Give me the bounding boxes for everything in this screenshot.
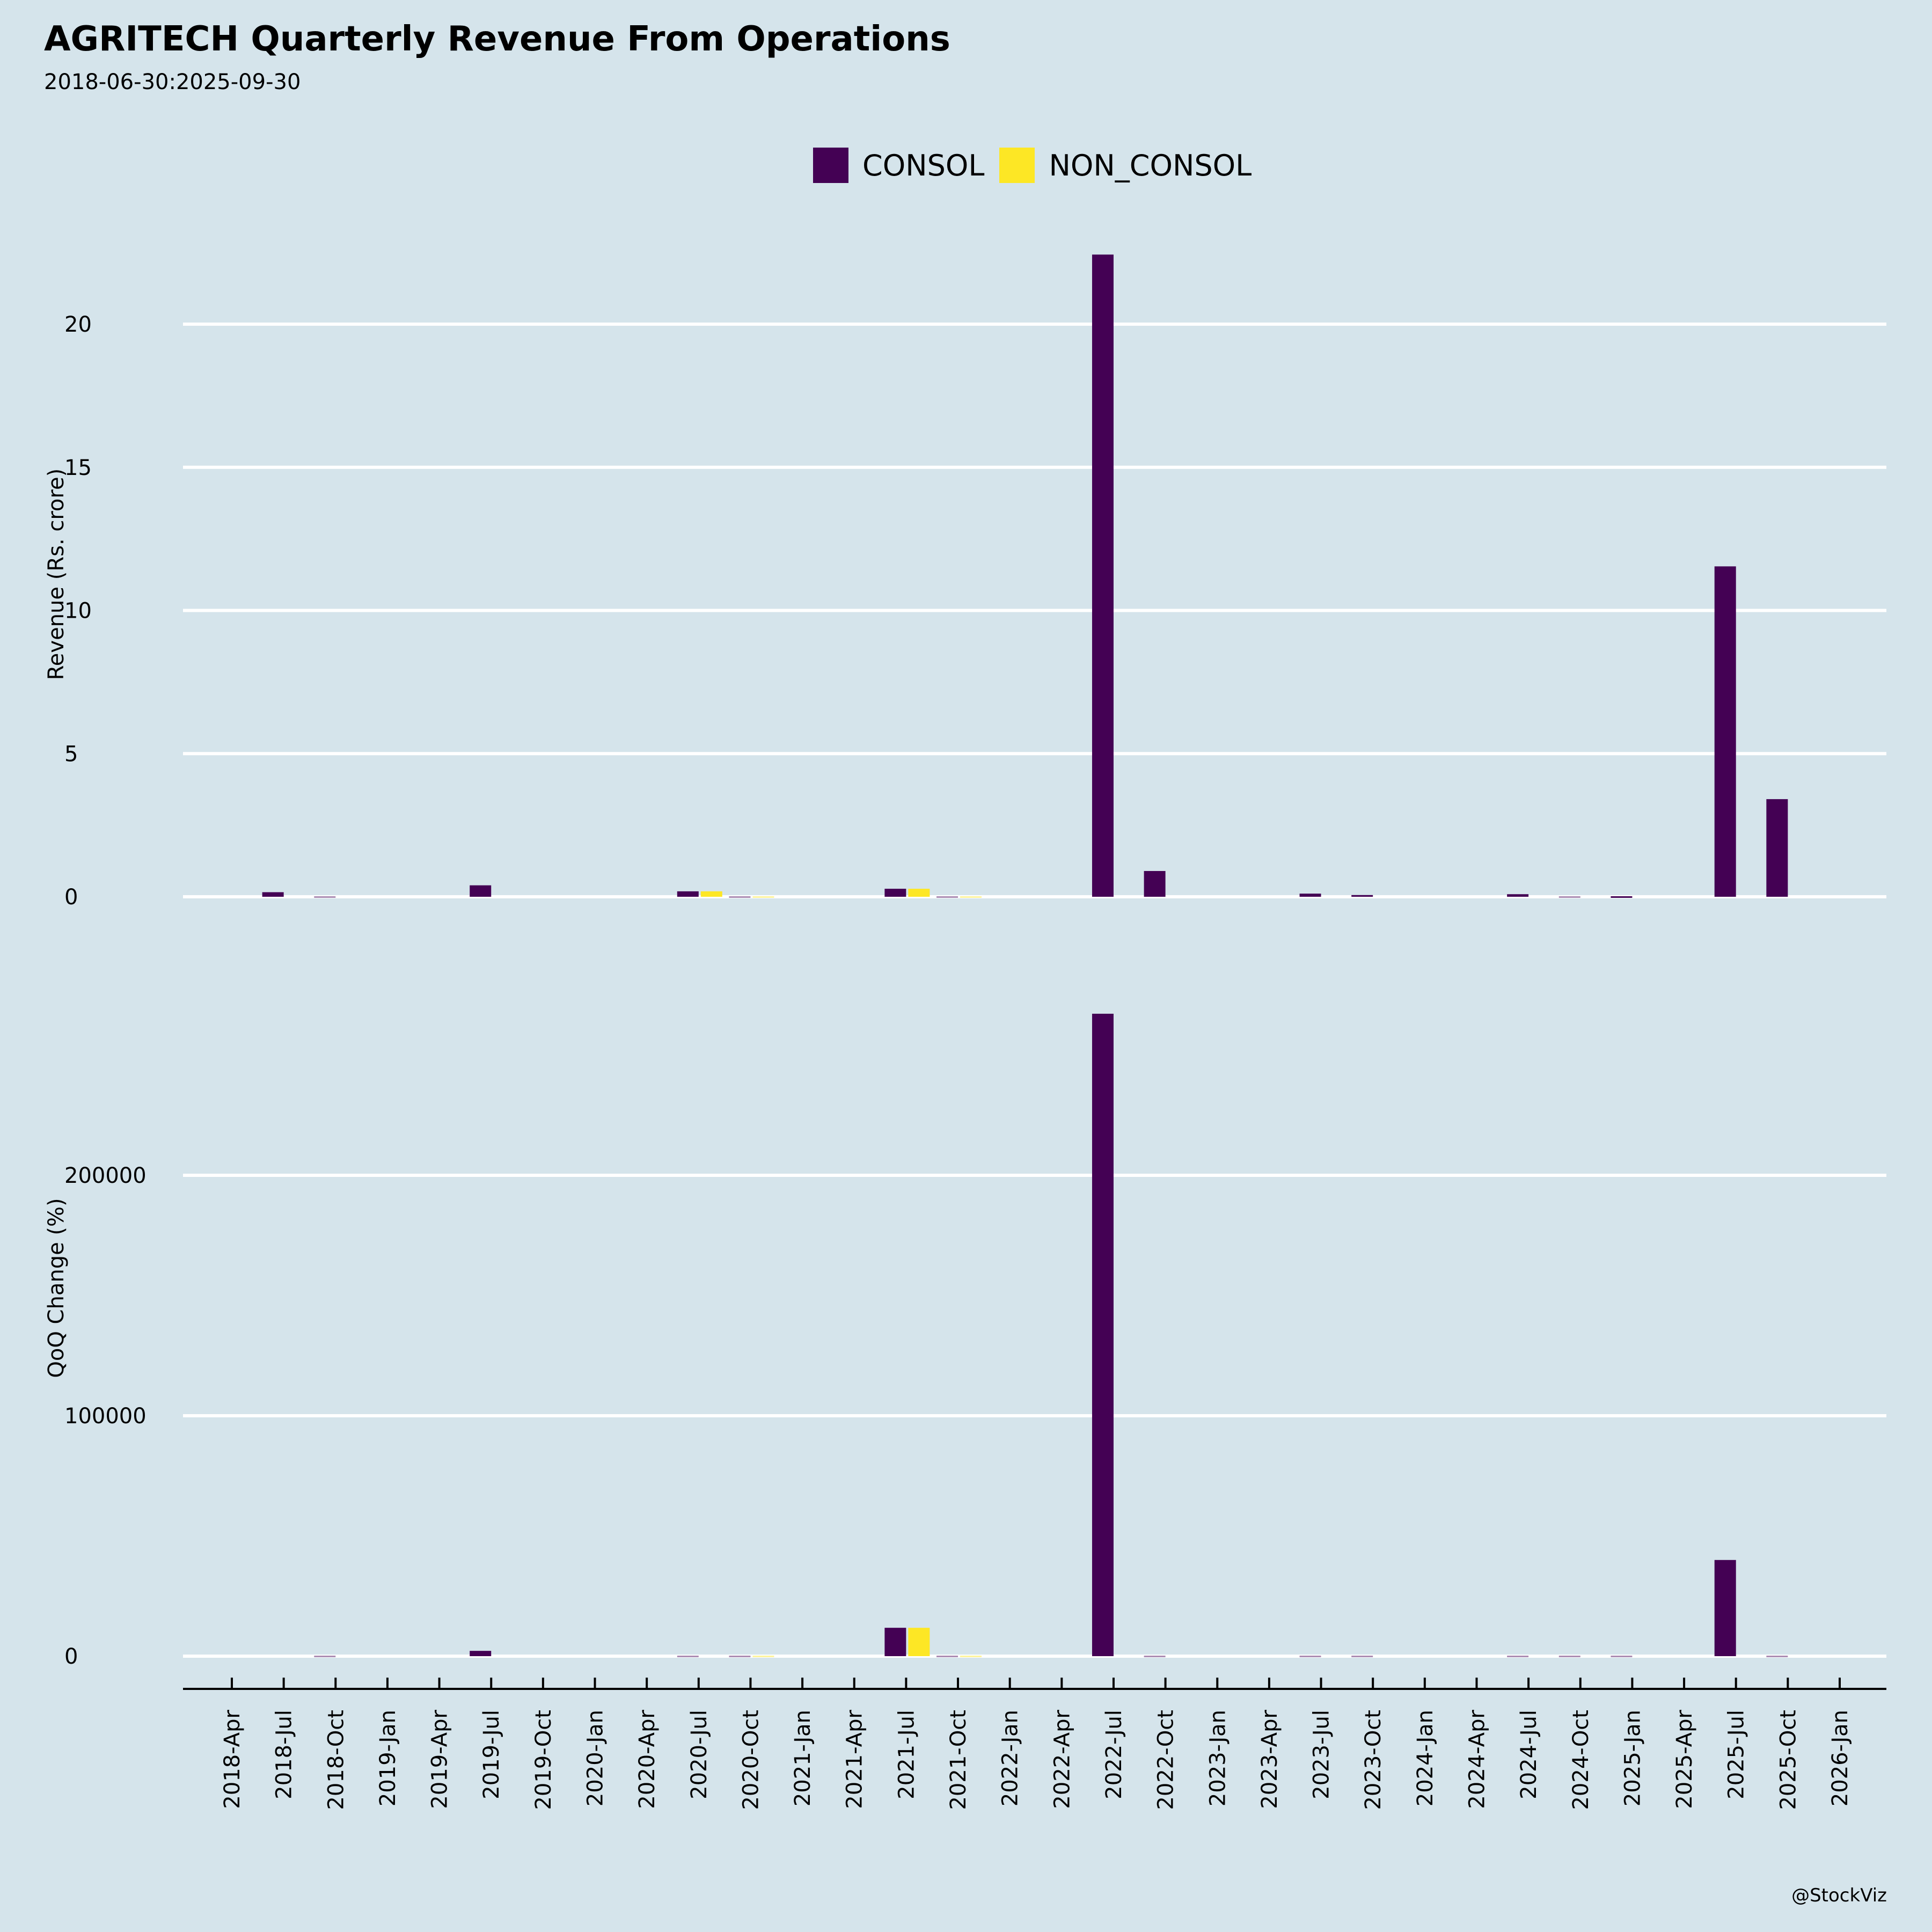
x-tick-label: 2021-Jul <box>894 1710 919 1799</box>
x-tick-label: 2025-Jan <box>1620 1710 1645 1806</box>
x-tick-label: 2022-Oct <box>1154 1710 1179 1810</box>
qoq-bar-consol <box>884 1628 906 1656</box>
x-tick-label: 2025-Jul <box>1724 1710 1749 1799</box>
x-tick-label: 2022-Jan <box>998 1710 1023 1806</box>
x-tick-label: 2019-Apr <box>428 1709 452 1809</box>
revenue-y-tick-label: 20 <box>64 312 92 337</box>
qoq-bar-consol <box>1766 1656 1788 1657</box>
x-tick-label: 2019-Oct <box>531 1710 556 1810</box>
revenue-bar-consol <box>677 891 699 897</box>
revenue-bar-consol <box>884 889 906 897</box>
qoq-bar-consol <box>677 1656 699 1657</box>
qoq-bar-consol <box>314 1656 336 1657</box>
x-tick-label: 2020-Oct <box>738 1710 763 1810</box>
x-tick-label: 2023-Oct <box>1361 1710 1386 1810</box>
revenue-bar-consol <box>262 892 284 897</box>
revenue-bar-consol <box>936 896 958 898</box>
revenue-bar-non-consol <box>700 891 722 897</box>
revenue-bar-consol <box>314 896 336 898</box>
x-tick-label: 2018-Apr <box>220 1709 245 1809</box>
revenue-bar-consol <box>1351 895 1373 897</box>
x-tick-label: 2020-Jul <box>687 1710 712 1799</box>
revenue-bar-consol <box>470 885 492 897</box>
qoq-bar-consol <box>1714 1560 1736 1656</box>
revenue-bar-consol <box>729 896 751 898</box>
qoq-bar-consol <box>1558 1656 1580 1657</box>
x-tick-label: 2021-Apr <box>843 1709 867 1809</box>
revenue-y-tick-label: 15 <box>64 456 92 480</box>
x-tick-label: 2020-Apr <box>635 1709 660 1809</box>
x-tick-label: 2022-Apr <box>1050 1709 1074 1809</box>
x-tick-label: 2026-Jan <box>1828 1710 1853 1806</box>
qoq-bar-consol <box>1144 1656 1166 1657</box>
legend-label-consol: CONSOL <box>862 148 985 182</box>
qoq-bar-consol <box>1611 1656 1633 1657</box>
qoq-bar-consol <box>470 1651 492 1656</box>
revenue-bar-non-consol <box>908 889 930 897</box>
x-tick-label: 2024-Oct <box>1569 1710 1593 1810</box>
legend-swatch-consol <box>813 148 848 183</box>
qoq-bar-consol <box>1507 1656 1529 1657</box>
x-tick-label: 2021-Jan <box>791 1710 815 1806</box>
x-tick-label: 2021-Oct <box>946 1710 971 1810</box>
x-tick-label: 2023-Jul <box>1309 1710 1334 1799</box>
x-tick-label: 2024-Jul <box>1517 1710 1541 1799</box>
revenue-bar-non-consol <box>752 896 774 898</box>
revenue-bar-consol <box>1507 894 1529 897</box>
revenue-bar-consol <box>1092 254 1114 897</box>
x-tick-label: 2024-Jan <box>1413 1710 1438 1806</box>
qoq-bar-consol <box>729 1656 751 1657</box>
revenue-bar-consol <box>1558 896 1580 898</box>
x-tick-label: 2020-Jan <box>583 1710 608 1806</box>
revenue-bar-consol <box>1144 870 1166 897</box>
qoq-bar-consol <box>1092 1013 1114 1656</box>
qoq-bar-consol <box>1351 1656 1373 1657</box>
x-tick-label: 2025-Apr <box>1672 1709 1697 1809</box>
legend-item-non-consol: NON_CONSOL <box>999 148 1252 183</box>
revenue-bar-consol <box>1299 894 1321 897</box>
x-tick-label: 2025-Oct <box>1776 1710 1801 1810</box>
x-tick-label: 2023-Apr <box>1257 1709 1282 1809</box>
revenue-y-axis-title: Revenue (Rs. crore) <box>44 469 69 680</box>
x-tick-label: 2018-Jul <box>272 1710 297 1799</box>
qoq-y-tick-label: 0 <box>64 1644 78 1669</box>
revenue-y-tick-label: 10 <box>64 599 92 624</box>
qoq-y-tick-label: 200000 <box>64 1163 147 1188</box>
revenue-y-tick-label: 0 <box>64 885 78 910</box>
qoq-bar-non-consol <box>908 1628 930 1656</box>
legend: CONSOL NON_CONSOL <box>813 148 1267 183</box>
legend-swatch-non-consol <box>999 148 1035 183</box>
x-tick-label: 2022-Jul <box>1102 1710 1126 1799</box>
chart-subtitle: 2018-06-30:2025-09-30 <box>44 70 301 94</box>
revenue-bar-non-consol <box>960 896 982 898</box>
qoq-bar-consol <box>1299 1656 1321 1657</box>
x-tick-label: 2023-Jan <box>1205 1710 1230 1806</box>
chart-title: AGRITECH Quarterly Revenue From Operatio… <box>44 19 950 59</box>
x-tick-label: 2019-Jan <box>376 1710 400 1806</box>
watermark: @StockViz <box>1791 1885 1887 1906</box>
revenue-bar-consol <box>1611 896 1633 898</box>
qoq-bar-non-consol <box>960 1656 982 1657</box>
legend-item-consol: CONSOL <box>813 148 984 183</box>
legend-label-non-consol: NON_CONSOL <box>1049 148 1252 182</box>
qoq-y-axis-title: QoQ Change (%) <box>44 1198 69 1378</box>
x-tick-label: 2019-Jul <box>479 1710 504 1799</box>
qoq-y-tick-label: 100000 <box>64 1404 147 1429</box>
qoq-bar-non-consol <box>752 1656 774 1657</box>
qoq-bar-consol <box>936 1656 958 1657</box>
revenue-y-tick-label: 5 <box>64 742 78 766</box>
revenue-bar-consol <box>1766 799 1788 897</box>
x-tick-label: 2024-Apr <box>1465 1709 1489 1809</box>
revenue-bar-consol <box>1714 566 1736 897</box>
x-tick-label: 2018-Oct <box>324 1710 348 1810</box>
